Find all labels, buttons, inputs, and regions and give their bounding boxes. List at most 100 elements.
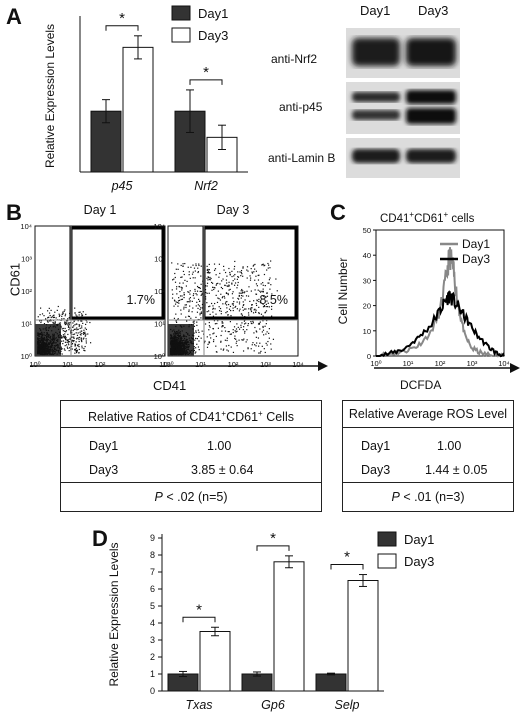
flow-dot [40, 335, 42, 337]
flow-dot [220, 340, 222, 342]
legend-swatch-day3 [171, 27, 191, 43]
flow-dot [57, 335, 59, 337]
flow-dot [270, 260, 272, 262]
flow-dot [50, 309, 52, 311]
flow-dot [228, 281, 230, 283]
flow-dot [43, 353, 46, 356]
flow-dot [188, 298, 190, 300]
flow-dot [53, 336, 55, 338]
flow-dot [64, 349, 66, 351]
flow-dot [213, 320, 216, 322]
flow-dot [47, 351, 50, 354]
flow-dot [206, 336, 208, 338]
flow-dot [180, 346, 182, 348]
flow-dot [60, 337, 63, 339]
flow-dot [177, 305, 179, 307]
flow-dot [189, 301, 191, 303]
flow-dot [178, 345, 180, 348]
flow-dot [39, 333, 41, 335]
flow-dot [188, 274, 190, 276]
flow-dot [170, 337, 172, 339]
flow-dot [69, 338, 71, 340]
flow-dot [198, 298, 200, 301]
flow-dot [261, 331, 263, 333]
flow-dot [240, 290, 242, 292]
flow-dot [40, 343, 42, 346]
flow-dot [51, 330, 53, 332]
flow-dot [71, 348, 73, 350]
flow-dot [243, 326, 245, 328]
flow-dot [69, 337, 71, 339]
flow-dot [261, 264, 263, 266]
flow-dot [53, 346, 55, 348]
flow-dot [54, 342, 56, 344]
flow-dot [83, 329, 85, 331]
flow-dot [228, 308, 231, 310]
legend-label: Day1 [462, 237, 490, 251]
flow-dot [175, 268, 177, 270]
flow-dot [181, 349, 183, 351]
flow-dot [175, 325, 177, 328]
flow-dot [174, 350, 177, 352]
flow-dot [53, 339, 55, 341]
flow-dot [55, 344, 57, 346]
flow-dot [40, 347, 42, 349]
flow-dot [177, 342, 179, 344]
flow-dot [195, 331, 197, 334]
flow-dot [184, 348, 186, 350]
flow-dot [264, 351, 266, 354]
flow-dot [38, 346, 40, 348]
flow-dot [53, 316, 55, 318]
flow-dot [178, 342, 180, 344]
flow-dot [74, 348, 76, 350]
flow-dot [197, 304, 199, 306]
flow-dot [46, 335, 49, 337]
flow-dot [45, 352, 47, 354]
y-tick-label: 9 [150, 533, 155, 543]
flow-dot [48, 348, 50, 350]
flow-dot [224, 284, 226, 286]
bar-day1-gp6 [241, 673, 273, 692]
flow-dot [52, 316, 55, 319]
flow-dot [171, 334, 173, 336]
flow-dot [228, 331, 230, 333]
flow-dot [42, 338, 44, 340]
flow-dot [185, 352, 188, 354]
flow-dot [266, 344, 268, 346]
flow-dot [47, 347, 49, 349]
flow-dot [45, 348, 47, 350]
flow-dot [253, 350, 255, 352]
flow-dot [74, 343, 76, 345]
flow-dot [271, 315, 273, 317]
flow-dot [270, 348, 272, 350]
flow-dot [177, 330, 179, 333]
flow-dot [229, 333, 231, 335]
flow-dot [67, 318, 69, 320]
flow-dot [45, 349, 47, 351]
flow-dot [49, 341, 51, 344]
flow-dot [226, 311, 228, 313]
flow-dot [68, 322, 70, 324]
flow-dot [199, 312, 201, 314]
flow-dot [181, 326, 183, 328]
flow-dot [196, 311, 199, 313]
flow-dot [65, 330, 68, 332]
flow-dot [174, 342, 176, 344]
flow-dot [74, 307, 76, 309]
flow-dot [179, 331, 181, 333]
y-tick-label: 0 [150, 686, 155, 696]
flow-dot [226, 339, 228, 342]
flow-dot [182, 339, 185, 341]
flow-dot [40, 351, 42, 353]
flow-dot [214, 308, 216, 310]
table-c-row1-label: Day1 [361, 439, 391, 453]
flow-dot [193, 293, 195, 295]
flow-dot [185, 353, 187, 355]
flow-dot [256, 285, 258, 287]
flow-dot [81, 345, 83, 347]
flow-dot [48, 352, 50, 354]
flow-dot [200, 312, 203, 314]
flow-dot [193, 335, 195, 337]
flow-dot [48, 334, 50, 337]
flow-dot [60, 336, 62, 338]
